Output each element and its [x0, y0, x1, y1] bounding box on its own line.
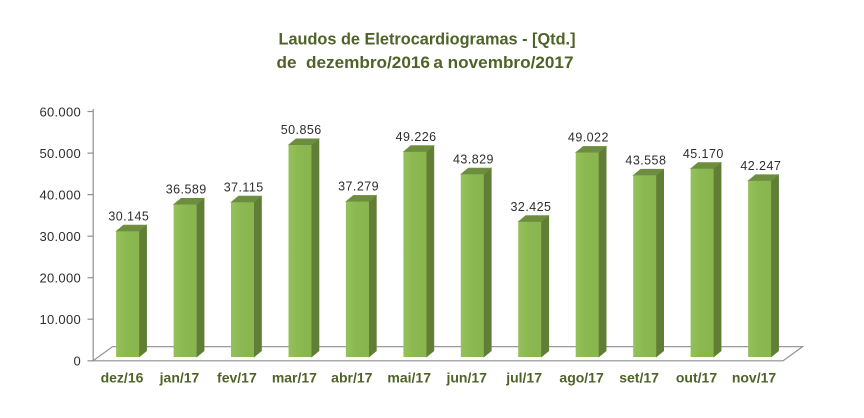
svg-text:jul/17: jul/17 [505, 369, 542, 385]
svg-text:60.000: 60.000 [39, 104, 81, 119]
svg-text:37.115: 37.115 [224, 180, 264, 194]
svg-text:36.589: 36.589 [166, 183, 207, 197]
svg-text:49.022: 49.022 [568, 131, 609, 145]
svg-text:37.279: 37.279 [338, 180, 379, 194]
svg-text:43.558: 43.558 [625, 154, 666, 168]
svg-text:32.425: 32.425 [511, 200, 552, 214]
svg-text:50.000: 50.000 [39, 146, 81, 161]
svg-text:0: 0 [73, 354, 81, 369]
svg-text:49.226: 49.226 [396, 130, 437, 144]
svg-text:mai/17: mai/17 [387, 369, 431, 385]
svg-text:set/17: set/17 [619, 369, 659, 385]
svg-text:abr/17: abr/17 [331, 369, 372, 385]
svg-text:40.000: 40.000 [39, 188, 81, 203]
svg-text:10.000: 10.000 [39, 312, 81, 327]
svg-text:Laudos de Eletrocardiogramas -: Laudos de Eletrocardiogramas - [Qtd.] [279, 31, 576, 49]
svg-text:dez/16: dez/16 [101, 369, 144, 385]
svg-text:fev/17: fev/17 [217, 369, 257, 385]
svg-text:out/17: out/17 [676, 369, 717, 385]
svg-text:mar/17: mar/17 [272, 369, 317, 385]
svg-text:jan/17: jan/17 [159, 369, 200, 385]
svg-text:de dezembro/2016 a novembro/2: de dezembro/2016 a novembro/2017 [277, 54, 574, 72]
svg-text:30.145: 30.145 [108, 209, 149, 223]
svg-text:30.000: 30.000 [39, 229, 81, 244]
svg-text:ago/17: ago/17 [559, 369, 604, 385]
svg-text:45.170: 45.170 [683, 147, 724, 161]
svg-text:50.856: 50.856 [281, 123, 322, 137]
svg-text:jun/17: jun/17 [445, 369, 487, 385]
svg-text:42.247: 42.247 [740, 159, 781, 173]
svg-text:43.829: 43.829 [453, 152, 494, 166]
svg-text:20.000: 20.000 [39, 271, 81, 286]
svg-text:nov/17: nov/17 [732, 369, 777, 385]
